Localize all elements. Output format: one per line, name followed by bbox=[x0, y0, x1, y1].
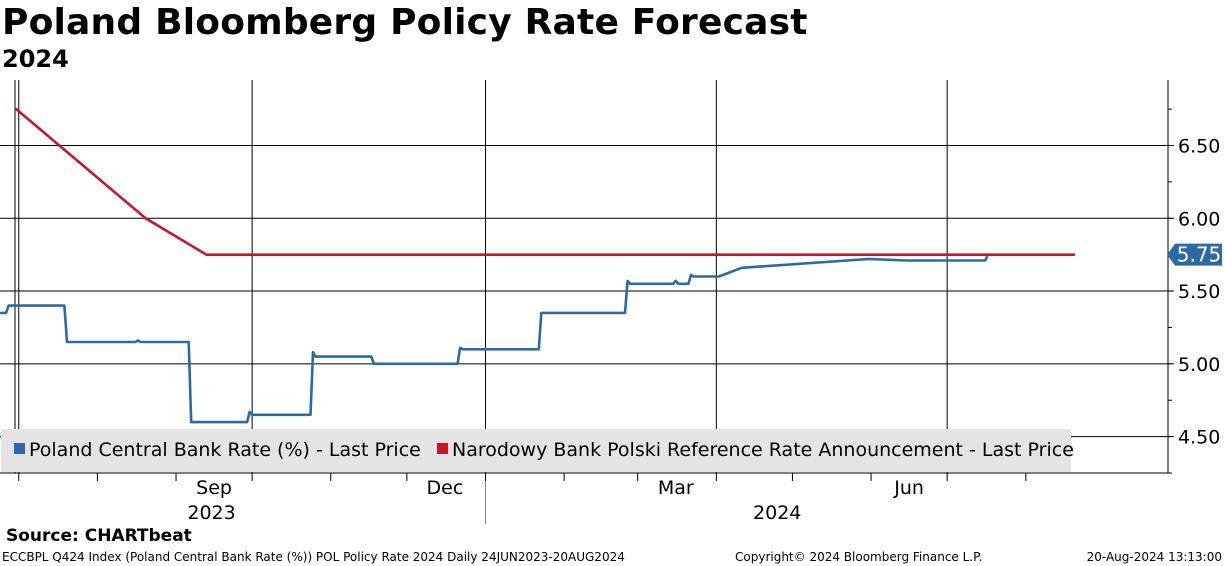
footer-index-info: ECCBPL Q424 Index (Poland Central Bank R… bbox=[2, 550, 625, 564]
y-tick-label: 6.50 bbox=[1178, 136, 1220, 158]
legend-label-poland-central-bank-rate: Poland Central Bank Rate (%) - Last Pric… bbox=[29, 439, 421, 461]
footer-copyright: Copyright© 2024 Bloomberg Finance L.P. bbox=[735, 550, 983, 564]
last-value-badge bbox=[1167, 243, 1222, 266]
y-tick-label: 6.00 bbox=[1178, 208, 1220, 230]
legend-label-nbp-reference-rate: Narodowy Bank Polski Reference Rate Anno… bbox=[452, 439, 1074, 461]
y-tick-label: 5.50 bbox=[1178, 281, 1220, 303]
x-tick-label: Sep bbox=[196, 477, 232, 499]
y-tick-label: 4.50 bbox=[1178, 427, 1220, 449]
x-year-label: 2024 bbox=[753, 502, 801, 524]
y-tick-label: 5.00 bbox=[1178, 354, 1220, 376]
last-value-label: 5.75 bbox=[1177, 243, 1222, 267]
chart-subtitle: 2024 bbox=[2, 45, 69, 73]
x-tick-label: Mar bbox=[658, 477, 694, 499]
footer-timestamp: 20-Aug-2024 13:13:00 bbox=[1086, 550, 1222, 564]
x-tick-label: Jun bbox=[893, 477, 924, 499]
series-line-poland-central-bank-rate bbox=[0, 253, 990, 424]
chart-title: Poland Bloomberg Policy Rate Forecast bbox=[2, 2, 808, 43]
legend-swatch-nbp-reference-rate bbox=[437, 443, 448, 454]
series-line-nbp-reference-rate bbox=[14, 107, 1076, 256]
source-note: Source: CHARTbeat bbox=[6, 526, 192, 546]
legend-box bbox=[1, 429, 1071, 472]
legend-swatch-poland-central-bank-rate bbox=[14, 443, 25, 454]
x-tick-label: Dec bbox=[427, 477, 464, 499]
x-year-label: 2023 bbox=[187, 502, 235, 524]
